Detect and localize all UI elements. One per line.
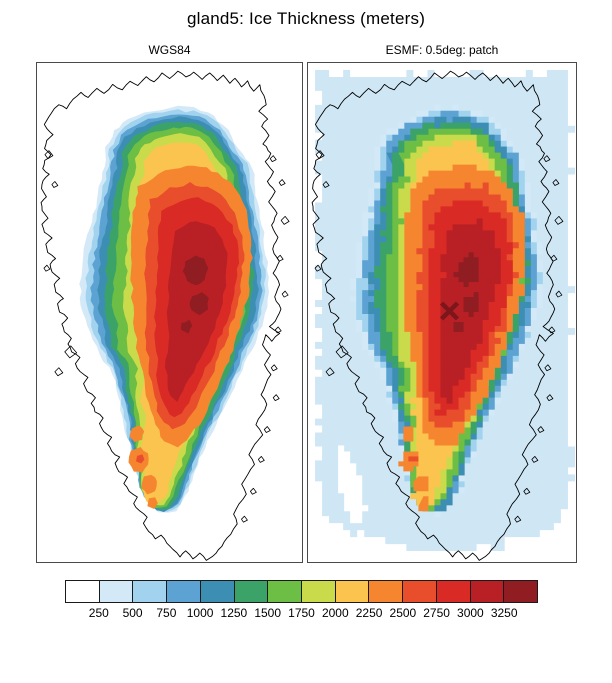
colorbar-swatch: [98, 580, 134, 603]
island: [280, 215, 290, 225]
island: [537, 426, 545, 433]
right-map-svg: [311, 69, 575, 561]
island: [554, 215, 564, 225]
south-dome-patch: [141, 474, 157, 495]
left-map-svg: [40, 70, 290, 561]
island: [44, 150, 54, 160]
colorbar-tick-label: 1250: [220, 606, 248, 620]
island: [314, 264, 322, 272]
colorbar-tick-label: 2750: [423, 606, 450, 620]
colorbar-swatch: [334, 580, 370, 603]
colorbar-swatch: [267, 580, 303, 603]
colorbar-tick-label: 2250: [355, 606, 383, 620]
island: [552, 179, 560, 186]
island: [322, 181, 330, 188]
south-dome-patch: [408, 456, 419, 462]
island: [241, 515, 248, 523]
south-dome-patch: [129, 425, 145, 443]
colorbar: [65, 580, 539, 603]
south-dome-patch: [403, 426, 414, 442]
colorbar-swatch: [402, 580, 437, 603]
left-map-panel: [36, 62, 303, 563]
colorbar-swatch: [469, 580, 505, 603]
south-dome-patch: [147, 497, 158, 510]
colorbar-tick-label: 1750: [288, 606, 315, 620]
colorbar-swatch: [132, 580, 168, 603]
island: [274, 326, 282, 334]
ice-core-maximum: [453, 252, 479, 288]
colorbar-tick-label: 1500: [254, 606, 282, 620]
ice-core-maximum: [453, 321, 464, 332]
ocean-white-gap: [338, 445, 369, 530]
south-dome-patch: [136, 454, 145, 464]
island: [257, 456, 265, 463]
island: [51, 181, 59, 188]
island: [544, 364, 552, 372]
colorbar-tick-label: 2500: [389, 606, 417, 620]
island: [514, 515, 522, 523]
island: [270, 364, 278, 372]
island: [269, 155, 277, 163]
colorbar-swatch: [166, 580, 201, 603]
colorbar-swatch: [301, 580, 336, 603]
island: [523, 487, 531, 495]
island: [263, 426, 271, 433]
island: [276, 254, 284, 262]
island: [546, 394, 554, 402]
island: [555, 290, 563, 298]
ice-core-maximum: [463, 292, 484, 317]
coastline: [311, 70, 556, 561]
island: [278, 179, 286, 186]
figure-title: gland5: Ice Thickness (meters): [186, 9, 426, 28]
colorbar-ticks: 250 500 750 1000 1250 1500 1750 2000 2250 2500 275…: [65, 606, 538, 621]
island: [64, 345, 78, 359]
south-dome-patch: [418, 496, 429, 512]
island: [543, 155, 551, 163]
colorbar-swatch: [368, 580, 404, 603]
right-map-panel: [307, 62, 577, 563]
island: [249, 487, 257, 495]
colorbar-swatch: [435, 580, 471, 603]
colorbar-tick-label: 500: [122, 606, 143, 620]
colorbar-swatch: [233, 580, 269, 603]
island: [550, 254, 558, 262]
colorbar-swatch: [503, 580, 539, 603]
island: [548, 326, 556, 334]
island: [54, 367, 64, 377]
island: [281, 290, 289, 298]
colorbar-tick-label: 750: [156, 606, 177, 620]
island: [315, 150, 325, 160]
deep-red-x-marker: [439, 301, 460, 321]
island: [325, 367, 335, 377]
colorbar-swatch: [65, 580, 100, 603]
colorbar-swatch: [199, 580, 235, 603]
ice-core-maximum: [180, 319, 193, 334]
left-panel-label: WGS84: [148, 43, 191, 57]
ice-core-maximum: [182, 255, 209, 286]
colorbar-tick-label: 3000: [457, 606, 484, 620]
colorbar-tick-label: 250: [88, 606, 109, 620]
island: [272, 394, 280, 402]
island: [335, 345, 349, 359]
colorbar-tick-label: 1000: [186, 606, 214, 620]
colorbar-tick-label: 3250: [490, 606, 518, 620]
ice-core-maximum: [189, 291, 209, 316]
right-panel-label: ESMF: 0.5deg: patch: [385, 43, 499, 57]
island: [531, 456, 539, 463]
colorbar-tick-label: 2000: [321, 606, 349, 620]
coastline: [40, 70, 282, 561]
south-dome-patch: [413, 476, 429, 497]
island: [43, 264, 51, 272]
